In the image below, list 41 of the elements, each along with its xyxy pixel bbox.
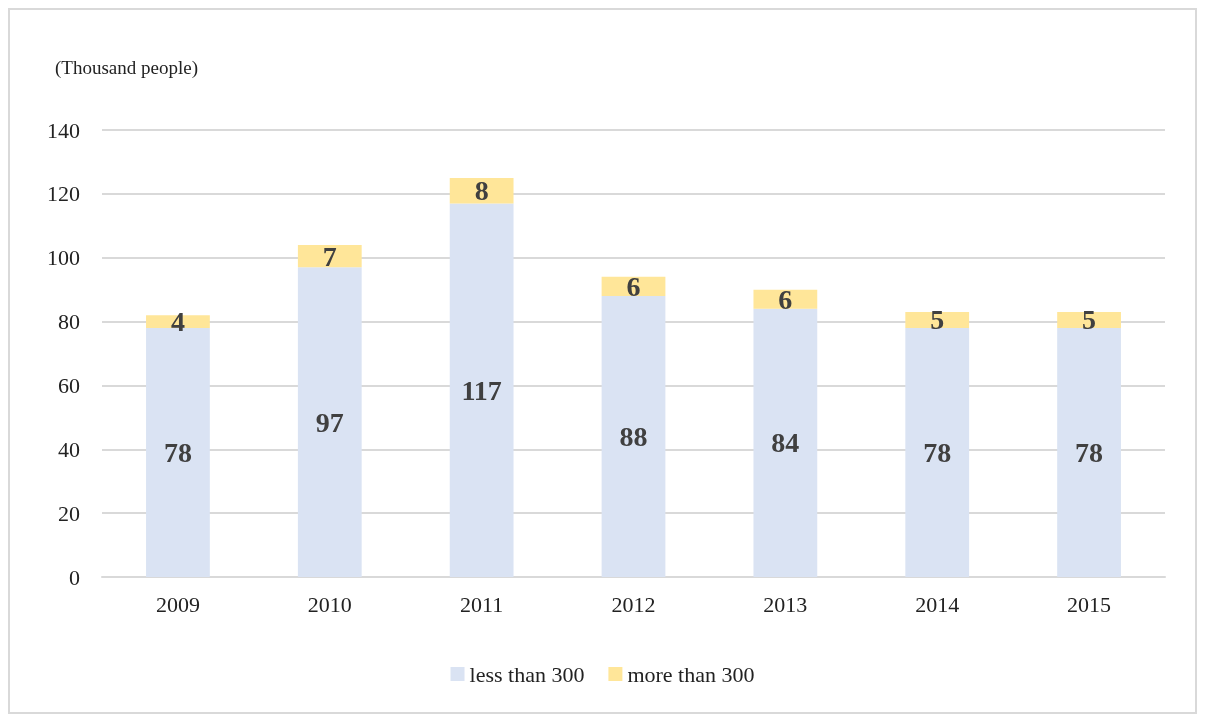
y-tick-label: 20: [58, 500, 80, 526]
data-label: 6: [626, 270, 641, 302]
bar: [905, 327, 970, 577]
data-label: 117: [461, 374, 502, 406]
x-tick-label: 2015: [1067, 591, 1112, 617]
x-tick-label: 2012: [611, 591, 656, 617]
y-tick-label: 140: [47, 117, 80, 143]
bar: [753, 308, 818, 577]
bar: [905, 311, 970, 328]
x-tick-label: 2011: [460, 591, 504, 617]
legend-label: less than 300: [469, 661, 585, 687]
data-label: 78: [923, 436, 952, 468]
bar: [297, 267, 362, 577]
data-label: 6: [778, 283, 793, 315]
data-label: 78: [1075, 436, 1104, 468]
data-label: 97: [315, 406, 344, 438]
bar: [601, 296, 666, 577]
data-label: 5: [1082, 304, 1097, 336]
bar: [297, 244, 362, 268]
y-tick-label: 120: [47, 181, 80, 207]
bar: [1057, 311, 1121, 328]
y-tick-label: 100: [47, 245, 80, 271]
data-label: 88: [619, 421, 648, 453]
y-tick-label: 80: [58, 309, 80, 335]
data-label: 78: [163, 436, 192, 468]
bar: [449, 203, 514, 577]
data-label: 8: [474, 175, 489, 207]
data-label: 4: [170, 306, 185, 338]
y-tick-label: 40: [58, 436, 80, 462]
x-tick-label: 2009: [155, 591, 200, 617]
y-tick-label: 0: [69, 564, 80, 590]
y-tick-label: 60: [58, 372, 80, 398]
x-tick-label: 2014: [915, 591, 960, 617]
data-label: 7: [322, 240, 337, 272]
legend-label: more than 300: [627, 661, 755, 687]
data-label: 84: [771, 427, 800, 459]
x-tick-label: 2010: [307, 591, 352, 617]
data-label: 5: [930, 304, 945, 336]
bar: [1057, 327, 1121, 577]
y-axis-title: (Thousand people): [55, 57, 198, 79]
x-tick-label: 2013: [763, 591, 808, 617]
